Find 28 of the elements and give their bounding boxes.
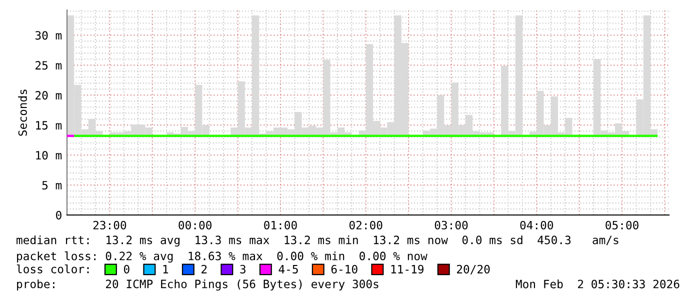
x-tick-label: 23:00 <box>93 220 126 230</box>
y-tick-label: 20 m <box>36 91 62 100</box>
y-tick-label: 30 m <box>35 31 62 40</box>
x-tick-label: 04:00 <box>520 220 554 230</box>
text: probe: 20 ICMP Echo Pings (56 Bytes) every 300s <box>17 279 378 291</box>
legend-label: 0 <box>124 264 130 274</box>
legend-label: 3 <box>240 264 246 274</box>
y-tick-label: 15 m <box>36 121 62 130</box>
y-tick-label: 0 <box>56 210 62 220</box>
x-tick-label: 00:00 <box>178 220 212 230</box>
legend-label: 1 <box>163 265 168 274</box>
text: Mon Feb 2 05:30:33 2026 <box>516 280 680 288</box>
y-tick-label: 5 m <box>42 181 62 190</box>
legend-label: 4-5 <box>278 265 298 274</box>
x-tick-label: 03:00 <box>434 220 468 230</box>
y-tick-label: 25 m <box>36 61 62 70</box>
y-tick-label: 10 m <box>36 150 62 160</box>
text: packet loss: 0.22 % avg 18.63 % max 0.00 % min 0.00 % now <box>17 251 428 263</box>
x-tick-label: 01:00 <box>264 220 297 230</box>
legend-label: 11-19 <box>391 264 424 274</box>
y-axis-title: Seconds <box>18 90 27 136</box>
legend-label: 20/20 <box>456 264 490 274</box>
legend-title: loss color: <box>16 264 89 274</box>
legend-label: 2 <box>202 264 207 274</box>
text: median rtt: 13.2 ms avg 13.3 ms max 13.2 ms min 13.2 ms now 0.0 ms sd 450.3 am/s <box>16 235 618 247</box>
legend-label: 6-10 <box>331 264 358 274</box>
x-tick-label: 02:00 <box>349 220 382 230</box>
x-tick-label: 05:00 <box>606 220 638 230</box>
